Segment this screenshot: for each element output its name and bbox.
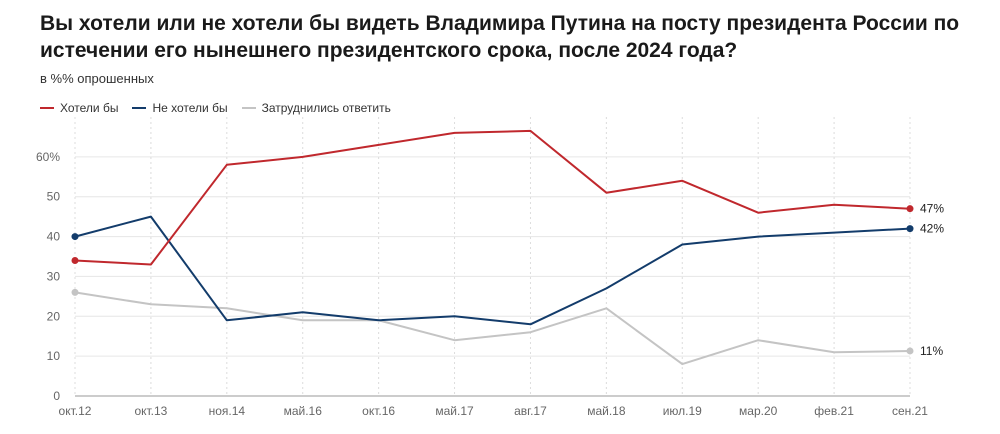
legend-item-want: Хотели бы	[40, 101, 118, 115]
legend-item-not-want: Не хотели бы	[132, 101, 228, 115]
series-end-label-0: 47%	[920, 202, 944, 216]
y-tick-label: 0	[53, 389, 60, 403]
chart-legend: Хотели бы Не хотели бы Затруднились отве…	[40, 101, 391, 115]
series-end-label-1: 42%	[920, 222, 944, 236]
x-tick-label: мар.20	[739, 404, 778, 418]
y-tick-label: 40	[47, 230, 61, 244]
x-tick-label: ноя.14	[209, 404, 246, 418]
x-tick-label: сен.21	[892, 404, 928, 418]
y-tick-label: 50	[47, 190, 61, 204]
x-tick-label: авг.17	[514, 404, 547, 418]
series-end-point-1	[906, 225, 914, 233]
chart-title: Вы хотели или не хотели бы видеть Владим…	[40, 12, 960, 62]
legend-swatch-not-want	[132, 107, 147, 109]
legend-label-want: Хотели бы	[60, 101, 119, 115]
series-start-point-2	[71, 288, 79, 296]
x-tick-label: май.16	[284, 404, 323, 418]
legend-item-undecided: Затруднились ответить	[241, 101, 391, 115]
series-end-label-2: 11%	[920, 344, 943, 358]
series-start-point-0	[71, 256, 79, 264]
y-tick-label: 30	[47, 269, 61, 283]
x-tick-label: окт.12	[59, 404, 92, 418]
series-line-0	[74, 129, 911, 266]
x-tick-label: фев.21	[814, 404, 854, 418]
y-tick-label: 60%	[36, 150, 60, 164]
series-end-point-0	[906, 205, 914, 213]
chart-subtitle: в %% опрошенных	[40, 71, 154, 86]
legend-label-undecided: Затруднились ответить	[261, 101, 391, 115]
series-line-1	[74, 215, 911, 326]
y-tick-label: 20	[47, 309, 61, 323]
x-tick-label: окт.13	[134, 404, 167, 418]
series-start-point-1	[71, 233, 79, 241]
legend-swatch-undecided	[241, 107, 256, 109]
y-tick-label: 10	[47, 349, 61, 363]
x-tick-label: май.18	[587, 404, 626, 418]
legend-swatch-want	[40, 107, 54, 109]
series-line-2	[74, 291, 911, 366]
legend-label-not-want: Не хотели бы	[152, 101, 228, 115]
x-tick-label: май.17	[435, 404, 474, 418]
series-end-point-2	[906, 347, 914, 355]
x-tick-label: окт.16	[362, 404, 395, 418]
x-tick-label: июл.19	[663, 404, 702, 418]
